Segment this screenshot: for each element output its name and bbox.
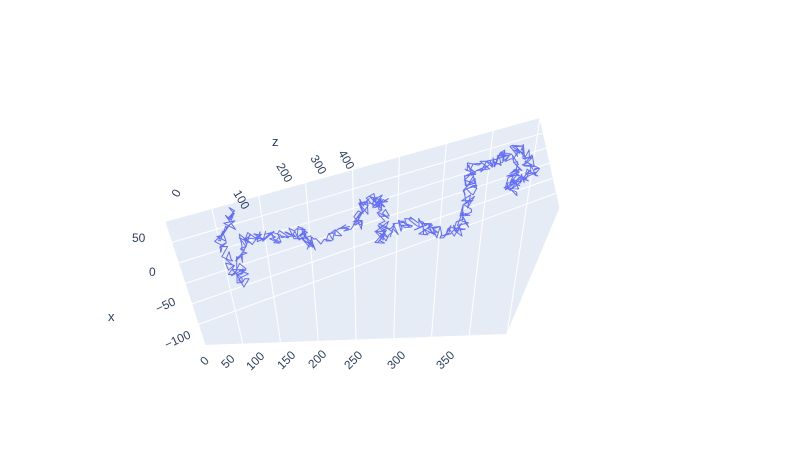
z-axis-title: z [272, 134, 279, 149]
gridline [184, 162, 551, 284]
y-tick-label: 150 [274, 348, 298, 372]
gridline [506, 207, 561, 335]
x-tick-label: 50 [132, 231, 146, 245]
gridline [539, 117, 561, 209]
gridline [198, 192, 557, 325]
gridline [506, 117, 541, 335]
y-tick-label: 0 [197, 353, 212, 368]
y-tick-label: 350 [433, 348, 457, 372]
x-tick-label: −50 [153, 294, 178, 315]
trace-line-group [214, 143, 540, 288]
z-tick-label: 400 [335, 148, 357, 173]
gridline [191, 177, 554, 305]
x-tick-label: −100 [162, 327, 193, 351]
y-tick-label: 100 [243, 349, 267, 373]
gridline [171, 132, 544, 243]
y-tick-label: 300 [384, 348, 408, 372]
gridline [393, 156, 400, 339]
gridline [468, 130, 494, 336]
y-tick-label: 250 [341, 348, 365, 372]
scene-gridlines [164, 117, 561, 346]
gridline [258, 195, 281, 343]
z-tick-label: 0 [168, 186, 184, 199]
gridline [352, 169, 357, 340]
x-axis-title: x [108, 309, 115, 324]
gridline [211, 208, 244, 344]
series-line [214, 143, 540, 288]
y-tick-label: 50 [218, 352, 238, 372]
gridline [431, 143, 447, 337]
z-tick-label: 300 [307, 153, 329, 178]
y-tick-label: 200 [305, 347, 329, 371]
x-tick-label: 0 [149, 265, 156, 279]
z-tick-label: 200 [273, 161, 295, 186]
